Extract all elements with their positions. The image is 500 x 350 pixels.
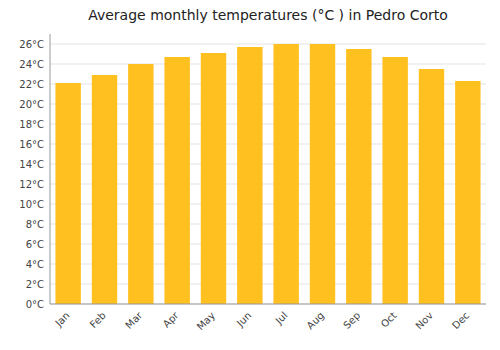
chart-container: Average monthly temperatures (°C ) in Pe…: [0, 0, 500, 350]
x-axis: Jan Feb Mar Apr May Jun Jul Aug Sep Oct Nov Dec: [50, 304, 486, 332]
x-tick-label: Jul: [273, 310, 290, 327]
y-tick-label: 4°C: [26, 259, 44, 270]
bars: [55, 44, 480, 304]
chart-svg: Average monthly temperatures (°C ) in Pe…: [0, 0, 500, 350]
x-tick-label: May: [195, 310, 217, 332]
grid: [50, 44, 486, 304]
y-tick-label: 20°C: [19, 99, 44, 110]
bar: [382, 57, 407, 304]
bar: [55, 83, 80, 304]
bar: [273, 44, 298, 304]
x-tick-label: Aug: [304, 310, 326, 332]
y-tick-label: 6°C: [26, 239, 44, 250]
grid-line: [50, 64, 486, 65]
x-tick-label: Nov: [413, 310, 435, 332]
y-tick-label: 2°C: [26, 279, 44, 290]
bar: [310, 44, 335, 304]
grid-line: [50, 304, 486, 305]
x-tick-label: Mar: [123, 309, 145, 331]
y-axis-line: [50, 34, 51, 304]
x-tick-label: Sep: [341, 310, 362, 331]
bar: [237, 47, 262, 304]
title: Average monthly temperatures (°C ) in Pe…: [88, 7, 448, 23]
y-tick-label: 12°C: [19, 179, 44, 190]
bar: [419, 69, 444, 304]
y-axis: 0°C 2°C 4°C 6°C 8°C 10°C 12°C 14°C 16°C 18°C 20°C 2…: [19, 34, 50, 310]
x-tick-label: Jun: [234, 310, 254, 330]
bar: [346, 49, 371, 304]
x-tick-label: Apr: [161, 309, 182, 330]
grid-line: [50, 44, 486, 45]
y-tick-label: 10°C: [19, 199, 44, 210]
y-tick-label: 0°C: [26, 299, 44, 310]
y-tick-label: 8°C: [26, 219, 44, 230]
y-tick-label: 26°C: [19, 39, 44, 50]
y-tick-label: 24°C: [19, 59, 44, 70]
y-tick-label: 16°C: [19, 139, 44, 150]
bar: [92, 75, 117, 304]
bar: [455, 81, 480, 304]
bar: [164, 57, 189, 304]
y-tick-label: 22°C: [19, 79, 44, 90]
x-tick-label: Dec: [450, 310, 471, 331]
bar: [201, 53, 226, 304]
bar: [128, 64, 153, 304]
x-tick-label: Feb: [88, 310, 108, 330]
y-tick-label: 18°C: [19, 119, 44, 130]
y-tick-label: 14°C: [19, 159, 44, 170]
x-tick-label: Jan: [52, 310, 71, 329]
x-axis-line: [50, 304, 486, 305]
x-tick-label: Oct: [379, 310, 399, 330]
